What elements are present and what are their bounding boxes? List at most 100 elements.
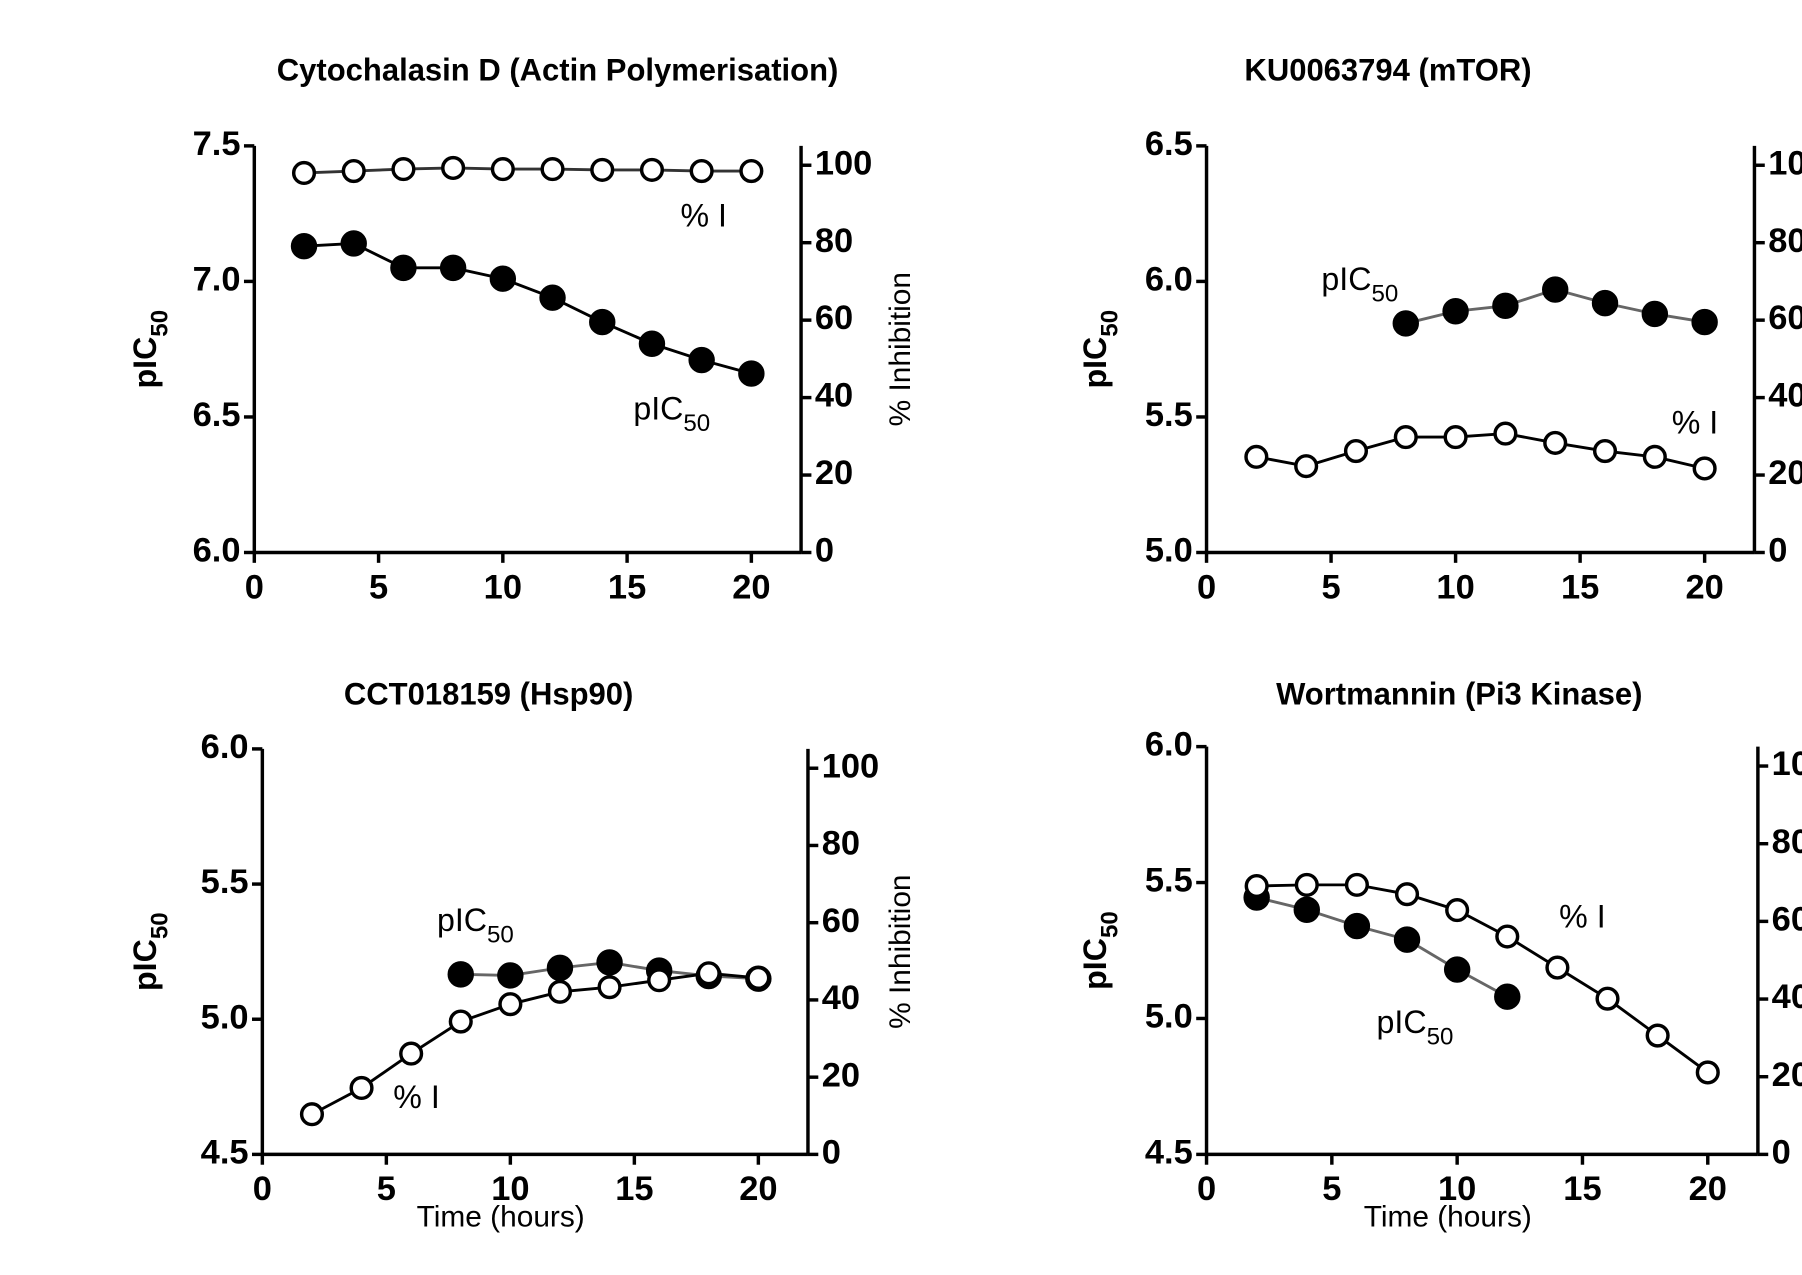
y2-tick-label: 80 bbox=[1772, 823, 1802, 861]
y2-tick-label: 80 bbox=[815, 222, 853, 260]
open-marker bbox=[1294, 872, 1319, 897]
open-marker bbox=[1595, 986, 1620, 1011]
open-marker bbox=[696, 961, 721, 986]
annotation: % I bbox=[1559, 898, 1605, 934]
open-marker bbox=[1244, 444, 1269, 469]
open-marker bbox=[590, 157, 615, 182]
y2-tick-label: 60 bbox=[815, 299, 853, 337]
y2-tick-label: 80 bbox=[822, 825, 860, 863]
filled-marker bbox=[539, 284, 566, 311]
series-line bbox=[1256, 883, 1709, 1074]
filled-marker bbox=[1343, 912, 1371, 940]
open-marker bbox=[639, 157, 665, 182]
y-axis-label: pIC50 bbox=[127, 310, 173, 389]
y2-tick-label: 0 bbox=[1768, 532, 1787, 570]
x-tick-label: 20 bbox=[739, 1170, 777, 1208]
filled-marker bbox=[1492, 292, 1519, 320]
annotation: pIC50 bbox=[1321, 261, 1398, 307]
series-line bbox=[311, 971, 759, 1116]
y-tick-label: 6.0 bbox=[193, 532, 241, 570]
open-marker bbox=[1294, 454, 1319, 479]
x-tick-label: 5 bbox=[1321, 568, 1340, 606]
y2-tick-label: 0 bbox=[1772, 1133, 1791, 1171]
open-marker bbox=[448, 1009, 473, 1034]
open-marker bbox=[547, 979, 573, 1004]
annotation: % I bbox=[1672, 405, 1718, 441]
open-marker bbox=[1493, 421, 1518, 446]
open-marker bbox=[1642, 444, 1667, 469]
filled-marker bbox=[546, 954, 574, 982]
y-tick-label: 5.5 bbox=[1145, 396, 1193, 434]
y-tick-label: 5.5 bbox=[201, 863, 249, 901]
y2-tick-label: 60 bbox=[822, 902, 860, 940]
x-tick-label: 5 bbox=[1322, 1170, 1341, 1208]
y2-tick-label: 0 bbox=[815, 532, 834, 570]
x-tick-label: 20 bbox=[1689, 1170, 1727, 1208]
y-tick-label: 6.5 bbox=[1145, 125, 1193, 163]
filled-marker bbox=[489, 265, 517, 292]
filled-marker bbox=[1392, 310, 1419, 337]
open-marker bbox=[1543, 430, 1568, 455]
series-line bbox=[303, 242, 752, 375]
open-marker bbox=[1692, 456, 1717, 481]
chart-title: KU0063794 (mTOR) bbox=[1244, 53, 1531, 88]
filled-marker bbox=[340, 230, 367, 257]
y-tick-label: 4.5 bbox=[201, 1133, 249, 1171]
y2-tick-label: 60 bbox=[1768, 299, 1802, 337]
x-tick-label: 20 bbox=[1685, 568, 1723, 606]
x-tick-label: 10 bbox=[491, 1170, 529, 1208]
annotation-subscript: 50 bbox=[683, 410, 710, 437]
y2-tick-label: 100 bbox=[822, 747, 879, 785]
open-marker bbox=[391, 157, 416, 182]
chart-title: Wortmannin (Pi3 Kinase) bbox=[1276, 676, 1642, 711]
y2-tick-label: 40 bbox=[1768, 377, 1802, 415]
filled-marker bbox=[589, 308, 616, 336]
chart-title: Cytochalasin D (Actin Polymerisation) bbox=[277, 53, 839, 88]
y-axis-label: pIC50 bbox=[1077, 911, 1123, 990]
open-marker bbox=[647, 968, 672, 993]
filled-marker bbox=[596, 949, 623, 976]
open-marker bbox=[349, 1075, 374, 1101]
chart-title: CCT018159 (Hsp90) bbox=[344, 676, 633, 711]
y-tick-label: 6.0 bbox=[1145, 726, 1193, 764]
y-tick-label: 5.5 bbox=[1145, 862, 1193, 900]
open-marker bbox=[739, 158, 764, 184]
open-marker bbox=[1495, 924, 1520, 949]
y-tick-label: 7.5 bbox=[193, 125, 241, 163]
x-tick-label: 10 bbox=[1436, 568, 1474, 606]
x-tick-label: 15 bbox=[1561, 568, 1599, 606]
x-tick-label: 20 bbox=[732, 568, 770, 606]
y2-tick-label: 100 bbox=[1772, 745, 1802, 783]
open-marker bbox=[540, 157, 565, 182]
x-axis-label: Time (hours) bbox=[1364, 1201, 1532, 1234]
x-tick-label: 5 bbox=[369, 568, 388, 606]
y-axis-label-subscript: 50 bbox=[1096, 911, 1123, 938]
y2-tick-label: 60 bbox=[1772, 900, 1802, 938]
x-tick-label: 10 bbox=[1438, 1170, 1476, 1208]
x-tick-label: 0 bbox=[1197, 568, 1216, 606]
y2-tick-label: 20 bbox=[1772, 1056, 1802, 1094]
y-axis-label: pIC50 bbox=[1077, 310, 1123, 389]
y-tick-label: 5.0 bbox=[1145, 998, 1193, 1036]
filled-marker bbox=[1442, 298, 1469, 325]
filled-marker bbox=[738, 360, 765, 387]
open-marker bbox=[341, 158, 366, 184]
annotation: pIC50 bbox=[1377, 1004, 1454, 1050]
annotation: % I bbox=[680, 198, 726, 234]
y2-tick-label: 80 bbox=[1768, 222, 1802, 260]
y2-tick-label: 40 bbox=[822, 979, 860, 1017]
open-marker bbox=[399, 1041, 424, 1066]
open-marker bbox=[1695, 1060, 1720, 1085]
y-tick-label: 7.0 bbox=[193, 261, 241, 299]
annotation: % I bbox=[393, 1079, 439, 1115]
filled-marker bbox=[688, 346, 715, 374]
open-marker bbox=[1394, 882, 1420, 907]
open-marker bbox=[746, 965, 771, 990]
open-marker bbox=[1393, 425, 1418, 450]
x-tick-label: 0 bbox=[253, 1170, 272, 1208]
filled-marker bbox=[497, 962, 524, 989]
open-marker bbox=[1645, 1023, 1670, 1048]
filled-marker bbox=[638, 330, 666, 357]
y2-tick-label: 100 bbox=[815, 144, 872, 182]
filled-marker bbox=[1393, 926, 1421, 953]
